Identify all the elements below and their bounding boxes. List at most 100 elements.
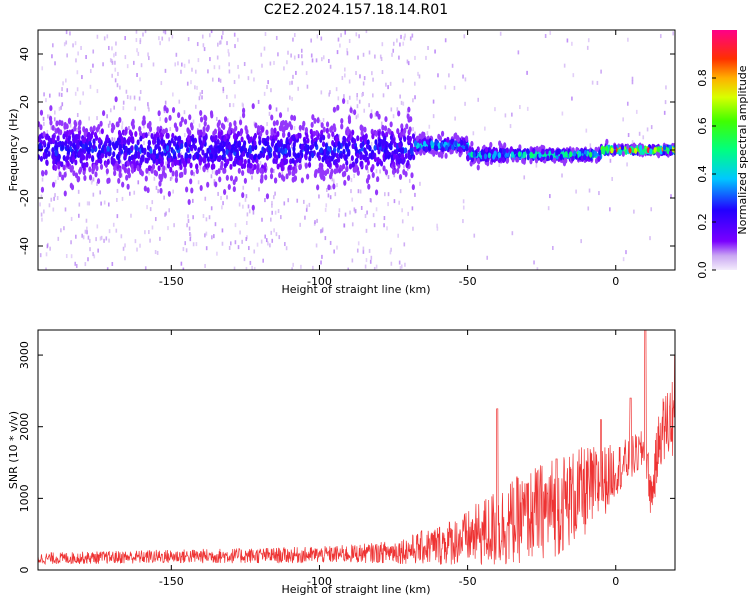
spectrogram-core-cell [146, 151, 150, 158]
spectrogram-core-cell [150, 132, 154, 139]
spectrogram-halo-cell [264, 234, 266, 239]
spectrogram-core-cell [126, 160, 130, 167]
spectrogram-core-cell [546, 155, 550, 162]
spectrogram-halo-cell [45, 267, 47, 270]
spectrogram-core-cell [354, 145, 358, 152]
spectrogram-halo-cell [385, 82, 387, 87]
spectrogram-halo-cell [189, 237, 192, 242]
spectrogram-core-cell [232, 186, 236, 193]
spectrogram-core-cell [621, 150, 625, 157]
spectrogram-core-cell [529, 158, 533, 165]
spectrogram-core-cell [74, 121, 78, 128]
spectrogram-halo-cell [349, 159, 352, 164]
spectrogram-halo-cell [63, 42, 66, 47]
spectrogram-core-cell [54, 144, 59, 151]
spectrogram-halo-cell [148, 171, 150, 176]
spectrogram-halo-cell [136, 247, 138, 252]
spectrogram-core-cell [238, 119, 243, 126]
spectrogram-halo-cell [52, 207, 55, 212]
spectrogram-halo-cell [425, 55, 427, 60]
spectrogram-halo-cell [108, 238, 110, 243]
spectrogram-halo-cell [209, 57, 211, 62]
spectrogram-core-cell [185, 186, 189, 193]
spectrogram-halo-cell [74, 91, 77, 96]
spectrogram-halo-cell [418, 74, 421, 79]
spectrogram-halo-cell [412, 98, 414, 103]
spectrogram-halo-cell [144, 230, 146, 235]
spectrogram-core-cell [418, 137, 422, 144]
spectrogram-halo-cell [96, 181, 98, 186]
spectrogram-halo-cell [598, 191, 600, 196]
spectrogram-core-cell [225, 142, 229, 149]
spectrogram-core-cell [388, 143, 392, 150]
spectrogram-core-cell [597, 155, 601, 162]
spectrogram-core-cell [347, 150, 351, 157]
spectrogram-halo-cell [404, 262, 406, 267]
spectrogram-halo-cell [45, 98, 47, 103]
spectrogram-halo-cell [210, 30, 213, 34]
spectrogram-core-cell [69, 140, 73, 147]
spectrogram-halo-cell [52, 43, 54, 48]
spectrogram-halo-cell [70, 254, 73, 259]
spectrogram-core-cell [63, 190, 67, 197]
spectrogram-core-cell [327, 184, 331, 191]
spectrogram-core-cell [371, 133, 375, 140]
spectrogram-halo-cell [258, 187, 260, 192]
spectrogram-halo-cell [241, 102, 244, 107]
spectrogram-core-cell [411, 184, 415, 191]
spectrogram-halo-cell [357, 55, 359, 60]
spectrogram-halo-cell [287, 107, 289, 112]
spectrogram-halo-cell [329, 240, 332, 245]
spectrogram-core-cell [279, 141, 283, 148]
spectrogram-core-cell [588, 151, 593, 158]
spectrogram-core-cell [613, 143, 617, 150]
spectrogram-halo-cell [216, 116, 218, 121]
x-tick-label: 0 [612, 575, 619, 588]
spectrogram-core-cell [423, 140, 427, 147]
spectrogram-halo-cell [291, 80, 293, 85]
spectrogram-core-cell [362, 154, 366, 161]
spectrogram-core-cell [356, 169, 360, 176]
spectrogram-halo-cell [572, 73, 575, 78]
spectrogram-core-cell [363, 147, 367, 154]
spectrogram-core-cell [88, 140, 92, 147]
colorbar-tick-label: 0.2 [696, 213, 709, 231]
spectrogram-halo-cell [312, 265, 314, 270]
spectrogram-halo-cell [664, 100, 667, 105]
spectrogram-core-cell [130, 154, 134, 161]
spectrogram-core-cell [653, 147, 657, 154]
spectrogram-halo-cell [139, 40, 142, 45]
spectrogram-halo-cell [360, 205, 363, 210]
spectrogram-halo-cell [362, 81, 365, 86]
spectrogram-core-cell [293, 137, 297, 144]
spectrogram-core-cell [342, 98, 346, 105]
spectrogram-halo-cell [401, 219, 404, 224]
spectrogram-core-cell [310, 121, 314, 128]
spectrogram-core-cell [332, 123, 336, 130]
spectrogram-halo-cell [229, 103, 231, 108]
spectrogram-halo-cell [571, 96, 573, 101]
spectrogram-halo-cell [348, 38, 351, 43]
spectrogram-core-cell [564, 151, 568, 158]
spectrogram-halo-cell [128, 126, 130, 131]
spectrogram-halo-cell [102, 62, 104, 67]
spectrogram-x-ticks: -150 -100 -50 0 [159, 30, 619, 288]
spectrogram-halo-cell [238, 74, 240, 79]
spectrogram-core-cell [188, 114, 192, 121]
spectrogram-core-cell [389, 121, 393, 128]
spectrogram-halo-cell [84, 229, 87, 234]
spectrogram-halo-cell [226, 41, 228, 46]
spectrogram-core-cell [175, 126, 179, 133]
spectrogram-halo-cell [419, 181, 421, 186]
spectrogram-core-cell [187, 157, 191, 164]
spectrogram-halo-cell [219, 40, 222, 45]
spectrogram-core-cell [125, 174, 129, 181]
y-tick-label: 0 [18, 567, 31, 574]
spectrogram-core-cell [526, 148, 530, 155]
spectrogram-halo-cell [351, 197, 354, 202]
spectrogram-core-cell [605, 138, 609, 145]
spectrogram-core-cell [171, 132, 175, 139]
spectrogram-core-cell [178, 159, 182, 166]
spectrogram-core-cell [310, 152, 315, 159]
spectrogram-core-cell [232, 133, 237, 140]
